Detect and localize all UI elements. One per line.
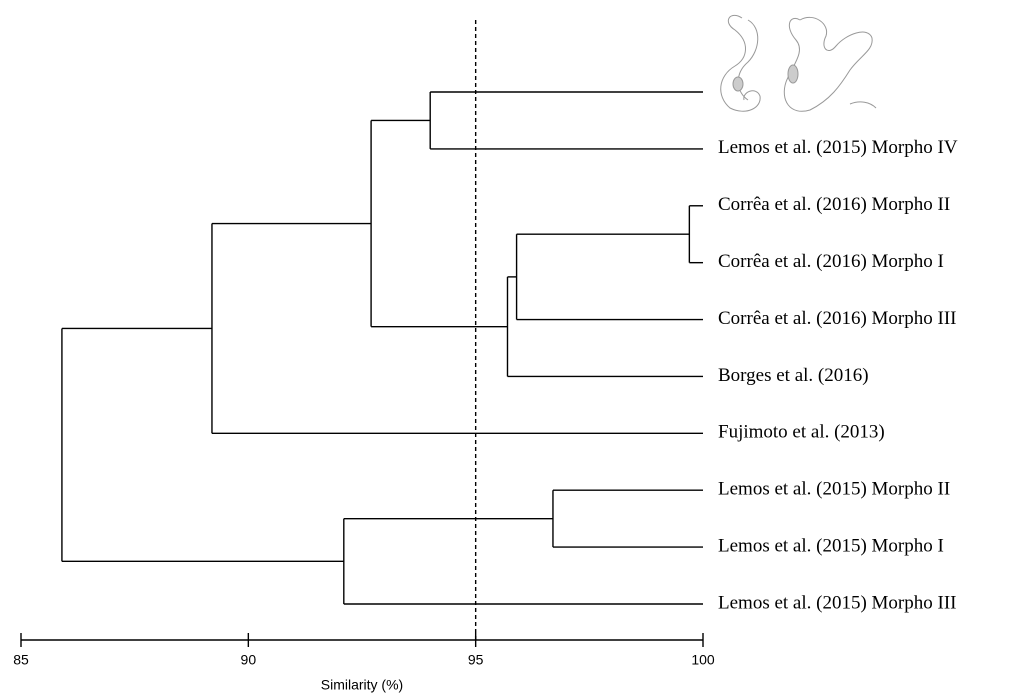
chart: Similarity (%) Lemos et al. (2015) Morph… — [0, 0, 1024, 696]
x-tick-label: 95 — [468, 652, 484, 668]
leaf-label: Fujimoto et al. (2013) — [718, 422, 885, 443]
cell-illustration — [721, 15, 876, 111]
x-tick-label: 100 — [691, 652, 715, 668]
leaf-label: Corrêa et al. (2016) Morpho III — [718, 308, 956, 329]
leaf-label: Lemos et al. (2015) Morpho IV — [718, 137, 958, 158]
leaf-label: Lemos et al. (2015) Morpho I — [718, 535, 944, 556]
leaf-label: Lemos et al. (2015) Morpho III — [718, 592, 957, 613]
page: {"chart_data": {"type": "dendrogram", "x… — [0, 0, 1024, 696]
x-tick-label: 90 — [241, 652, 257, 668]
x-axis-label: Similarity (%) — [321, 677, 403, 693]
x-tick-label: 85 — [13, 652, 29, 668]
leaf-label: Corrêa et al. (2016) Morpho I — [718, 251, 944, 272]
leaf-label: Lemos et al. (2015) Morpho II — [718, 479, 950, 500]
leaf-label: Borges et al. (2016) — [718, 365, 869, 386]
leaf-label: Corrêa et al. (2016) Morpho II — [718, 194, 950, 215]
